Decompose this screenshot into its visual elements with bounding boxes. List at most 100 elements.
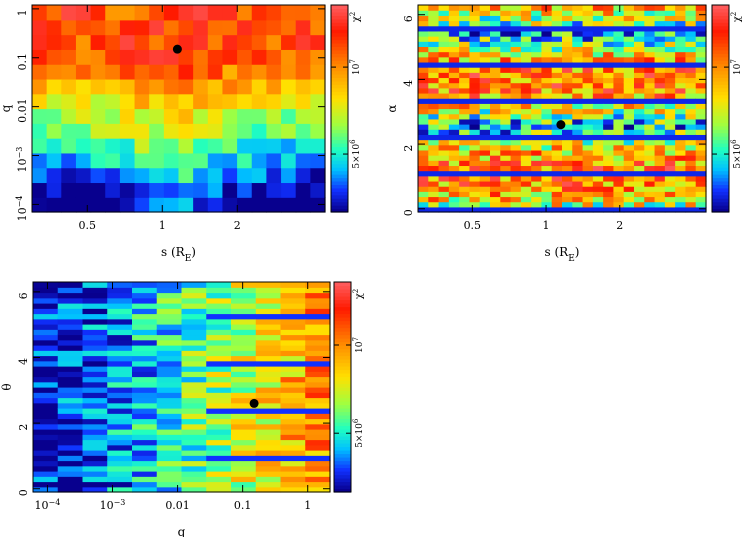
heatmap-cell — [75, 182, 92, 198]
heatmap-cell — [541, 25, 553, 32]
colorbar-swatch — [712, 22, 729, 27]
heatmap-cell — [613, 67, 625, 73]
heatmap-cell — [572, 56, 584, 63]
heatmap-cell — [634, 103, 645, 110]
heatmap-cell — [459, 5, 471, 11]
heatmap-cell — [562, 82, 573, 89]
heatmap-cell — [613, 20, 625, 27]
heatmap-cell — [541, 82, 553, 89]
heatmap-cell — [613, 175, 625, 182]
heatmap-cell — [469, 98, 481, 104]
heatmap-cell — [459, 25, 471, 32]
heatmap-cell — [500, 5, 512, 11]
heatmap-cell — [61, 49, 77, 65]
heatmap-cell — [132, 434, 158, 441]
heatmap-cell — [469, 144, 481, 151]
heatmap-cell — [695, 82, 707, 89]
heatmap-cell — [280, 439, 306, 446]
y-tick-label-exponent: −4 — [15, 196, 24, 208]
heatmap-cell — [156, 287, 183, 294]
heatmap-cell — [510, 180, 522, 187]
colorbar-swatch — [334, 429, 351, 434]
heatmap-cell — [448, 118, 460, 125]
heatmap-cell — [181, 481, 207, 488]
colorbar-swatch — [334, 387, 351, 392]
heatmap-cell — [613, 191, 625, 198]
heatmap-cell — [255, 339, 282, 346]
heatmap-cell — [61, 34, 77, 50]
heatmap-cell — [603, 41, 615, 47]
heatmap-cell — [541, 170, 553, 177]
heatmap-cell — [695, 72, 707, 79]
heatmap-cell — [603, 191, 615, 198]
heatmap-cell — [206, 318, 232, 325]
heatmap-cell — [459, 108, 471, 115]
heatmap-cell — [664, 61, 676, 68]
heatmap-cell — [582, 10, 594, 16]
heatmap-cell — [231, 439, 257, 446]
heatmap-cell — [280, 455, 306, 462]
heatmap-cell — [490, 134, 501, 141]
heatmap-cell — [280, 371, 306, 378]
heatmap-cell — [305, 287, 331, 294]
heatmap-cell — [520, 51, 532, 58]
heatmap-cell — [654, 165, 666, 172]
heatmap-cell — [305, 339, 331, 346]
heatmap-cell — [163, 64, 180, 80]
heatmap-cell — [695, 139, 707, 146]
heatmap-cell — [531, 10, 543, 16]
heatmap-cell — [231, 329, 257, 336]
heatmap-cell — [520, 118, 532, 125]
heatmap-cell — [551, 51, 563, 58]
heatmap-cell — [181, 387, 207, 393]
heatmap-cell — [280, 423, 306, 430]
colorbar-tick-label: 107 — [349, 59, 362, 75]
heatmap-cell — [178, 182, 194, 198]
heatmap-cell — [132, 429, 158, 435]
heatmap-cell — [207, 152, 224, 169]
heatmap-cell — [510, 124, 522, 130]
heatmap-cell — [305, 397, 331, 404]
heatmap-cell — [134, 152, 150, 169]
heatmap-cell — [206, 339, 232, 346]
heatmap-cell — [623, 30, 635, 37]
heatmap-cell — [592, 170, 604, 177]
heatmap-cell — [448, 25, 460, 32]
heatmap-cell — [613, 149, 625, 156]
heatmap-cell — [305, 350, 331, 357]
heatmap-cell — [562, 165, 573, 172]
heatmap-cell — [448, 5, 460, 11]
heatmap-cell — [82, 413, 108, 420]
heatmap-cell — [613, 134, 625, 141]
heatmap-cell — [32, 49, 48, 65]
heatmap-cell — [500, 165, 512, 172]
heatmap-cell — [685, 191, 697, 198]
heatmap-cell — [428, 155, 440, 161]
heatmap-cell — [107, 450, 133, 456]
heatmap-cell — [510, 129, 522, 135]
heatmap-cell — [46, 34, 62, 50]
colorbar-swatch — [334, 359, 351, 364]
heatmap-cell — [178, 197, 194, 213]
heatmap-cell — [531, 113, 543, 120]
heatmap-cell — [695, 149, 707, 156]
heatmap-cell — [193, 5, 209, 21]
heatmap-cell — [295, 19, 311, 36]
heatmap-cell — [305, 318, 331, 325]
heatmap-cell — [57, 345, 84, 351]
heatmap-cell — [623, 186, 635, 192]
heatmap-cell — [685, 51, 697, 58]
heatmap-cell — [551, 118, 563, 125]
heatmap-cell — [520, 36, 532, 42]
heatmap-cell — [181, 329, 207, 336]
heatmap-cell — [57, 450, 84, 456]
heatmap-cell — [500, 41, 512, 47]
heatmap-cell — [156, 350, 183, 357]
heatmap-cell — [33, 413, 59, 420]
heatmap-cell — [251, 152, 267, 169]
heatmap-cell — [418, 56, 429, 63]
heatmap-cell — [592, 108, 604, 115]
heatmap-cell — [438, 144, 450, 151]
heatmap-cell — [305, 387, 331, 393]
colorbar-swatch — [331, 205, 348, 210]
